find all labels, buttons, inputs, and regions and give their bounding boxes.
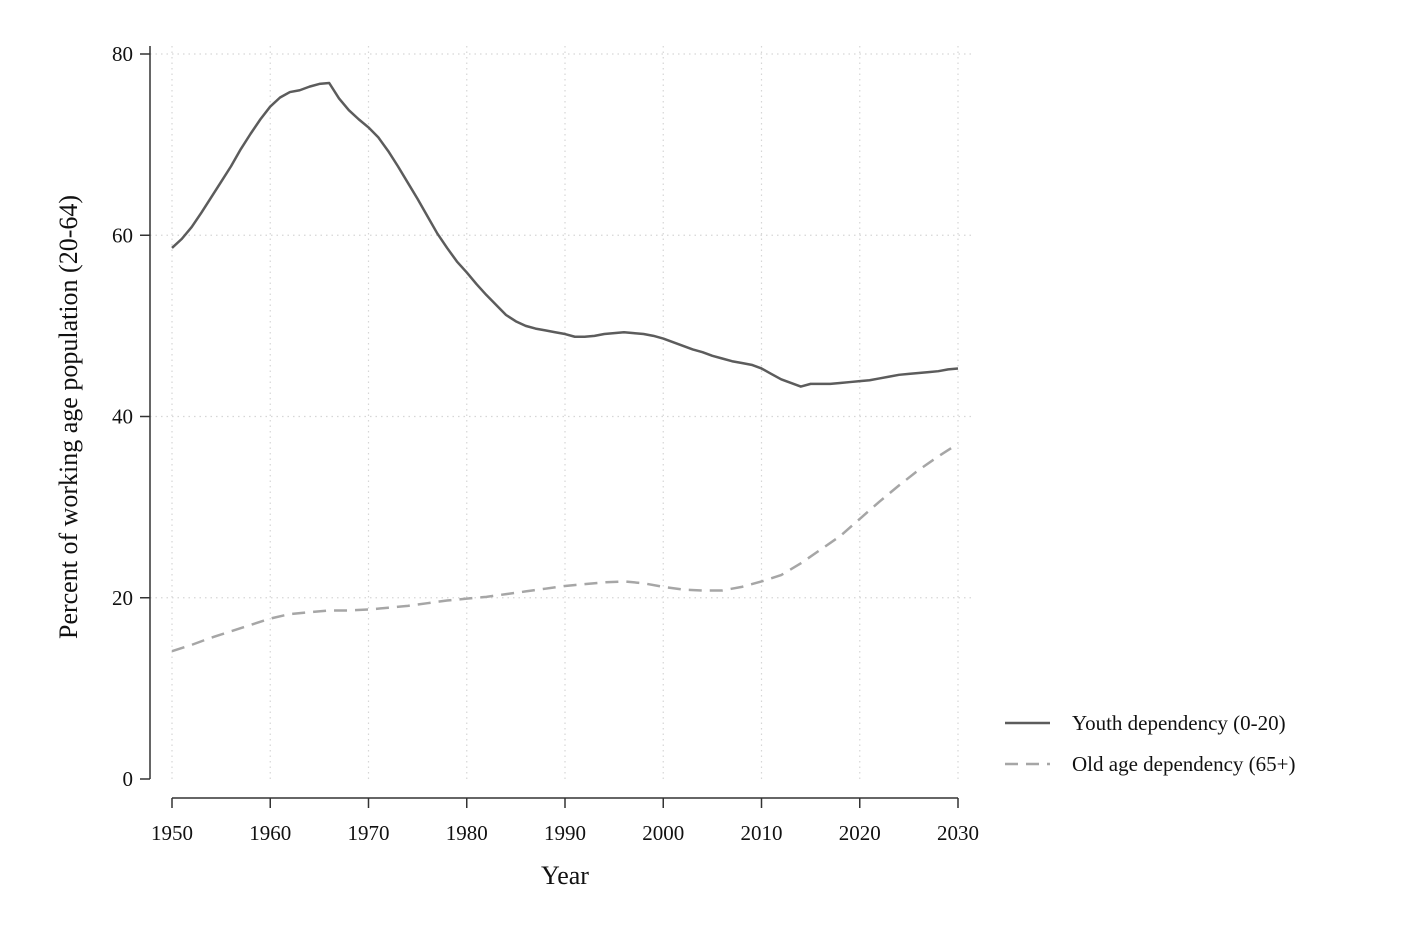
x-tick-label-2010: 2010 [741,821,783,845]
y-axis-title: Percent of working age population (20-64… [54,195,83,639]
x-ticks: 1950 1960 1970 1980 1990 2000 2010 2020 2030 [151,798,979,845]
x-tick-label-1980: 1980 [446,821,488,845]
series-line-old-age [171,442,959,653]
y-tick-label-20: 20 [112,586,133,610]
x-tick-label-1970: 1970 [348,821,390,845]
x-tick-label-2000: 2000 [642,821,684,845]
gridlines [150,46,972,779]
x-tick-label-1990: 1990 [544,821,586,845]
axes [149,46,958,799]
y-ticks: 0 20 40 60 80 [112,42,150,791]
x-tick-label-1950: 1950 [151,821,193,845]
y-tick-label-80: 80 [112,42,133,66]
legend: Youth dependency (0-20) Old age dependen… [1005,711,1296,776]
x-tick-label-2030: 2030 [937,821,979,845]
x-tick-label-2020: 2020 [839,821,881,845]
y-tick-label-60: 60 [112,223,133,247]
x-axis-title: Year [541,861,589,890]
legend-label-youth: Youth dependency (0-20) [1072,711,1286,735]
y-tick-label-40: 40 [112,405,133,429]
series-line-youth [171,81,959,388]
y-tick-label-0: 0 [123,767,134,791]
series [171,81,959,653]
legend-label-old-age: Old age dependency (65+) [1072,752,1296,776]
x-tick-label-1960: 1960 [249,821,291,845]
